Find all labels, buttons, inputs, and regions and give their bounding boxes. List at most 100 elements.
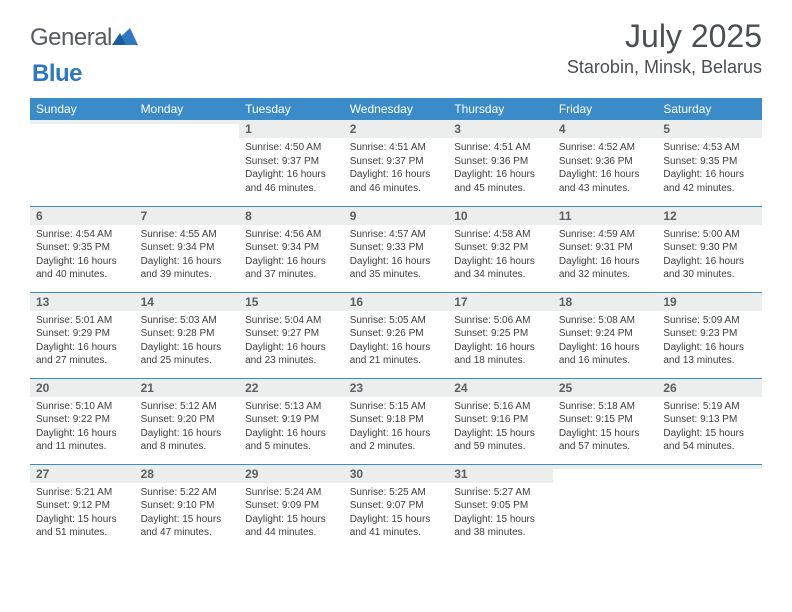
day-body: Sunrise: 5:01 AMSunset: 9:29 PMDaylight:… <box>30 311 135 372</box>
dow-saturday: Saturday <box>657 98 762 120</box>
day-body: Sunrise: 5:13 AMSunset: 9:19 PMDaylight:… <box>239 397 344 458</box>
day-cell: 9Sunrise: 4:57 AMSunset: 9:33 PMDaylight… <box>344 206 449 292</box>
day-cell: 28Sunrise: 5:22 AMSunset: 9:10 PMDayligh… <box>135 464 240 550</box>
daylight-text: Daylight: 16 hours and 21 minutes. <box>350 341 443 368</box>
sunset-text: Sunset: 9:33 PM <box>350 241 443 255</box>
day-cell: 26Sunrise: 5:19 AMSunset: 9:13 PMDayligh… <box>657 378 762 464</box>
daylight-text: Daylight: 16 hours and 42 minutes. <box>663 168 756 195</box>
day-number: 23 <box>344 379 449 397</box>
sunrise-text: Sunrise: 4:53 AM <box>663 141 756 155</box>
day-cell: 23Sunrise: 5:15 AMSunset: 9:18 PMDayligh… <box>344 378 449 464</box>
sunset-text: Sunset: 9:37 PM <box>350 155 443 169</box>
sunrise-text: Sunrise: 5:04 AM <box>245 314 338 328</box>
sunrise-text: Sunrise: 5:16 AM <box>454 400 547 414</box>
daylight-text: Daylight: 16 hours and 16 minutes. <box>559 341 652 368</box>
week-row: 20Sunrise: 5:10 AMSunset: 9:22 PMDayligh… <box>30 378 762 464</box>
sunset-text: Sunset: 9:31 PM <box>559 241 652 255</box>
logo: General <box>30 18 140 52</box>
day-body <box>553 469 658 490</box>
sunrise-text: Sunrise: 5:18 AM <box>559 400 652 414</box>
day-number: 29 <box>239 465 344 483</box>
sunrise-text: Sunrise: 5:15 AM <box>350 400 443 414</box>
day-number: 15 <box>239 293 344 311</box>
calendar-page: General July 2025 Starobin, Minsk, Belar… <box>0 0 792 550</box>
sunrise-text: Sunrise: 4:56 AM <box>245 228 338 242</box>
day-body: Sunrise: 5:06 AMSunset: 9:25 PMDaylight:… <box>448 311 553 372</box>
sunrise-text: Sunrise: 5:27 AM <box>454 486 547 500</box>
title-block: July 2025 Starobin, Minsk, Belarus <box>567 18 762 78</box>
day-number: 18 <box>553 293 658 311</box>
sunrise-text: Sunrise: 5:24 AM <box>245 486 338 500</box>
dow-monday: Monday <box>135 98 240 120</box>
dow-thursday: Thursday <box>448 98 553 120</box>
daylight-text: Daylight: 16 hours and 34 minutes. <box>454 255 547 282</box>
sunset-text: Sunset: 9:19 PM <box>245 413 338 427</box>
sunrise-text: Sunrise: 4:59 AM <box>559 228 652 242</box>
day-number: 26 <box>657 379 762 397</box>
daylight-text: Daylight: 15 hours and 44 minutes. <box>245 513 338 540</box>
daylight-text: Daylight: 16 hours and 18 minutes. <box>454 341 547 368</box>
day-cell <box>657 464 762 550</box>
day-number: 25 <box>553 379 658 397</box>
day-body: Sunrise: 4:59 AMSunset: 9:31 PMDaylight:… <box>553 225 658 286</box>
sunset-text: Sunset: 9:23 PM <box>663 327 756 341</box>
day-number: 10 <box>448 207 553 225</box>
day-number: 28 <box>135 465 240 483</box>
day-number: 24 <box>448 379 553 397</box>
day-body: Sunrise: 4:55 AMSunset: 9:34 PMDaylight:… <box>135 225 240 286</box>
day-body: Sunrise: 5:25 AMSunset: 9:07 PMDaylight:… <box>344 483 449 544</box>
sunset-text: Sunset: 9:36 PM <box>454 155 547 169</box>
daylight-text: Daylight: 15 hours and 38 minutes. <box>454 513 547 540</box>
day-number: 20 <box>30 379 135 397</box>
sunset-text: Sunset: 9:24 PM <box>559 327 652 341</box>
day-cell: 4Sunrise: 4:52 AMSunset: 9:36 PMDaylight… <box>553 120 658 206</box>
logo-text-2: Blue <box>32 60 82 87</box>
day-body: Sunrise: 5:10 AMSunset: 9:22 PMDaylight:… <box>30 397 135 458</box>
sunset-text: Sunset: 9:36 PM <box>559 155 652 169</box>
day-body: Sunrise: 5:27 AMSunset: 9:05 PMDaylight:… <box>448 483 553 544</box>
month-title: July 2025 <box>567 18 762 55</box>
day-cell: 29Sunrise: 5:24 AMSunset: 9:09 PMDayligh… <box>239 464 344 550</box>
sunrise-text: Sunrise: 5:08 AM <box>559 314 652 328</box>
daylight-text: Daylight: 16 hours and 5 minutes. <box>245 427 338 454</box>
calendar-body: 1Sunrise: 4:50 AMSunset: 9:37 PMDaylight… <box>30 120 762 550</box>
sunset-text: Sunset: 9:26 PM <box>350 327 443 341</box>
sunset-text: Sunset: 9:20 PM <box>141 413 234 427</box>
daylight-text: Daylight: 16 hours and 37 minutes. <box>245 255 338 282</box>
day-number: 13 <box>30 293 135 311</box>
daylight-text: Daylight: 15 hours and 41 minutes. <box>350 513 443 540</box>
day-body: Sunrise: 4:56 AMSunset: 9:34 PMDaylight:… <box>239 225 344 286</box>
day-body: Sunrise: 5:08 AMSunset: 9:24 PMDaylight:… <box>553 311 658 372</box>
sunrise-text: Sunrise: 5:06 AM <box>454 314 547 328</box>
sunset-text: Sunset: 9:34 PM <box>141 241 234 255</box>
day-body: Sunrise: 5:18 AMSunset: 9:15 PMDaylight:… <box>553 397 658 458</box>
day-number: 30 <box>344 465 449 483</box>
sunset-text: Sunset: 9:18 PM <box>350 413 443 427</box>
sunset-text: Sunset: 9:07 PM <box>350 499 443 513</box>
day-body: Sunrise: 4:58 AMSunset: 9:32 PMDaylight:… <box>448 225 553 286</box>
dow-tuesday: Tuesday <box>239 98 344 120</box>
day-cell: 25Sunrise: 5:18 AMSunset: 9:15 PMDayligh… <box>553 378 658 464</box>
day-cell: 22Sunrise: 5:13 AMSunset: 9:19 PMDayligh… <box>239 378 344 464</box>
day-cell: 17Sunrise: 5:06 AMSunset: 9:25 PMDayligh… <box>448 292 553 378</box>
day-body: Sunrise: 5:00 AMSunset: 9:30 PMDaylight:… <box>657 225 762 286</box>
day-cell <box>553 464 658 550</box>
sunrise-text: Sunrise: 4:51 AM <box>454 141 547 155</box>
daylight-text: Daylight: 16 hours and 35 minutes. <box>350 255 443 282</box>
sunrise-text: Sunrise: 5:10 AM <box>36 400 129 414</box>
daylight-text: Daylight: 16 hours and 45 minutes. <box>454 168 547 195</box>
day-number: 19 <box>657 293 762 311</box>
sunset-text: Sunset: 9:10 PM <box>141 499 234 513</box>
sunset-text: Sunset: 9:29 PM <box>36 327 129 341</box>
week-row: 13Sunrise: 5:01 AMSunset: 9:29 PMDayligh… <box>30 292 762 378</box>
sunrise-text: Sunrise: 5:09 AM <box>663 314 756 328</box>
day-body: Sunrise: 4:54 AMSunset: 9:35 PMDaylight:… <box>30 225 135 286</box>
day-number: 12 <box>657 207 762 225</box>
sunrise-text: Sunrise: 4:54 AM <box>36 228 129 242</box>
day-number: 3 <box>448 120 553 138</box>
day-body: Sunrise: 4:52 AMSunset: 9:36 PMDaylight:… <box>553 138 658 199</box>
day-cell: 19Sunrise: 5:09 AMSunset: 9:23 PMDayligh… <box>657 292 762 378</box>
day-body: Sunrise: 5:09 AMSunset: 9:23 PMDaylight:… <box>657 311 762 372</box>
sunset-text: Sunset: 9:15 PM <box>559 413 652 427</box>
day-number: 7 <box>135 207 240 225</box>
